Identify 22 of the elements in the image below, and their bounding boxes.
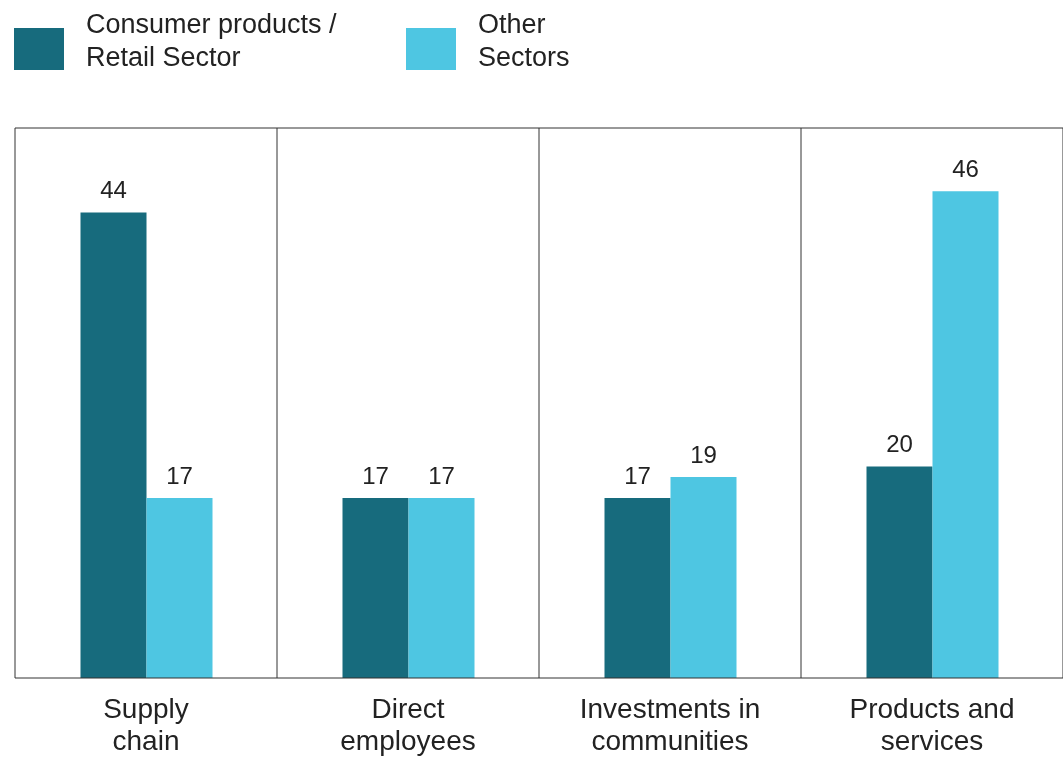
data-label: 44 <box>100 176 127 204</box>
legend-label: Consumer products / Retail Sector <box>86 8 338 74</box>
bar <box>80 212 147 678</box>
bar <box>146 498 213 678</box>
data-label: 19 <box>690 440 717 468</box>
bar <box>932 191 999 678</box>
data-label: 17 <box>166 462 193 490</box>
legend-label: Other Sectors <box>478 8 571 74</box>
data-label: 46 <box>952 155 979 183</box>
x-tick-label: Supply chain <box>103 693 189 756</box>
bar <box>408 498 475 678</box>
data-label: 17 <box>362 462 389 490</box>
bar <box>670 476 737 678</box>
data-label: 17 <box>428 462 455 490</box>
x-tick-label: Investments in communities <box>579 693 761 756</box>
bar <box>342 498 409 678</box>
data-label: 17 <box>624 462 651 490</box>
bar <box>866 466 933 678</box>
x-tick-label: Products and services <box>849 693 1015 756</box>
data-label: 20 <box>886 430 913 458</box>
x-tick-label: Direct employees <box>340 693 476 756</box>
bar <box>604 498 671 678</box>
